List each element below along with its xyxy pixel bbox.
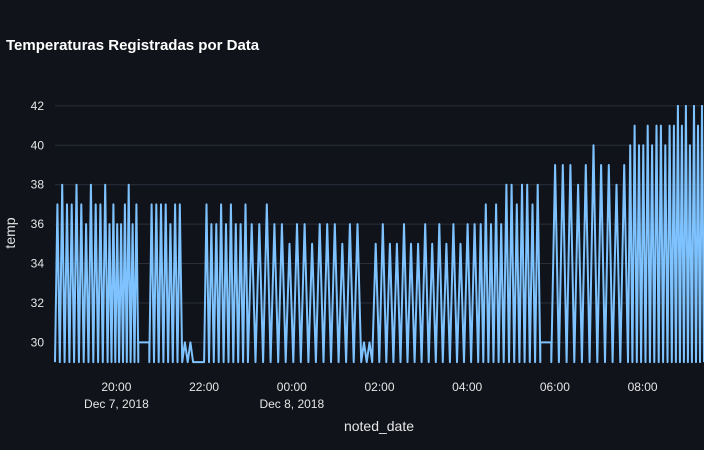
x-tick-label: 00:00 — [277, 380, 307, 394]
x-tick-sublabel: Dec 7, 2018 — [84, 397, 149, 411]
x-tick-label: 08:00 — [628, 380, 658, 394]
y-tick-label: 38 — [31, 178, 45, 192]
temperature-series-line — [54, 104, 704, 364]
y-axis-title: temp — [2, 217, 18, 248]
x-tick-label: 04:00 — [452, 380, 482, 394]
x-axis-ticks: 20:00 Dec 7, 2018 22:00 00:00 Dec 8, 2018 02:… — [84, 380, 658, 411]
x-tick-label: 06:00 — [540, 380, 570, 394]
x-tick-label: 02:00 — [364, 380, 394, 394]
x-tick-label: 22:00 — [189, 380, 219, 394]
y-tick-label: 34 — [31, 257, 45, 271]
y-tick-label: 36 — [31, 217, 45, 231]
x-tick-label: 20:00 — [101, 380, 131, 394]
y-axis-ticks: 30 32 34 36 38 40 42 — [31, 99, 45, 349]
x-axis-title: noted_date — [344, 418, 414, 434]
series-layer — [54, 104, 704, 364]
y-tick-label: 32 — [31, 296, 45, 310]
y-tick-label: 40 — [31, 138, 45, 152]
chart-title: Temperaturas Registradas por Data — [6, 37, 260, 54]
y-tick-label: 42 — [31, 99, 45, 113]
x-tick-sublabel: Dec 8, 2018 — [259, 397, 324, 411]
y-tick-label: 30 — [31, 335, 45, 349]
